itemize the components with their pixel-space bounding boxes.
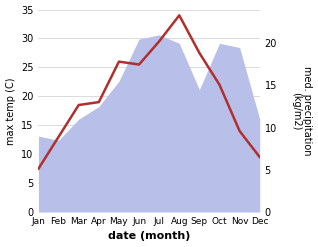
Y-axis label: med. precipitation
(kg/m2): med. precipitation (kg/m2) <box>291 66 313 156</box>
X-axis label: date (month): date (month) <box>108 231 190 242</box>
Y-axis label: max temp (C): max temp (C) <box>5 77 16 144</box>
